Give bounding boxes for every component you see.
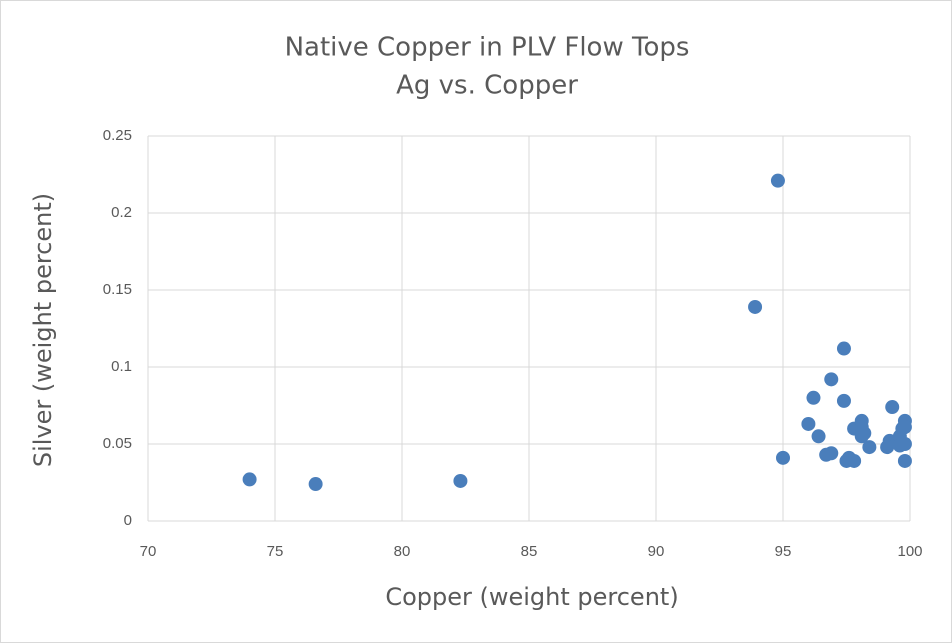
x-tick-label: 80 bbox=[394, 543, 411, 560]
point bbox=[453, 473, 468, 488]
y-tick-label: 0.1 bbox=[111, 358, 132, 375]
point bbox=[854, 413, 869, 428]
point bbox=[862, 440, 877, 455]
point bbox=[836, 393, 851, 408]
point bbox=[748, 299, 763, 314]
point bbox=[892, 438, 907, 453]
x-tick-label: 95 bbox=[775, 543, 792, 560]
point bbox=[885, 400, 900, 415]
point bbox=[776, 450, 790, 465]
point bbox=[897, 453, 912, 468]
y-tick-label: 0.25 bbox=[103, 127, 132, 144]
x-tick-label: 100 bbox=[897, 543, 922, 560]
point bbox=[824, 372, 839, 387]
point bbox=[897, 420, 912, 435]
x-tick-label: 90 bbox=[648, 543, 665, 560]
y-tick-label: 0.15 bbox=[103, 281, 132, 298]
point bbox=[308, 477, 323, 492]
point bbox=[847, 453, 862, 468]
y-tick-label: 0.05 bbox=[103, 435, 132, 452]
point bbox=[242, 472, 257, 487]
chart-subtitle: Ag vs. Copper bbox=[396, 71, 578, 101]
point bbox=[824, 446, 839, 461]
point bbox=[770, 173, 785, 188]
point bbox=[857, 426, 872, 441]
y-tick-label: 0 bbox=[124, 512, 132, 529]
y-axis-label: Silver (weight percent) bbox=[29, 193, 57, 467]
point bbox=[811, 429, 826, 444]
chart-title: Native Copper in PLV Flow Tops bbox=[285, 33, 690, 63]
x-axis-label: Copper (weight percent) bbox=[385, 583, 678, 611]
x-tick-label: 75 bbox=[267, 543, 284, 560]
point bbox=[806, 390, 821, 405]
point bbox=[801, 416, 816, 431]
x-tick-label: 70 bbox=[140, 543, 157, 560]
x-tick-label: 85 bbox=[521, 543, 538, 560]
y-tick-label: 0.2 bbox=[111, 204, 132, 221]
point bbox=[836, 341, 851, 356]
